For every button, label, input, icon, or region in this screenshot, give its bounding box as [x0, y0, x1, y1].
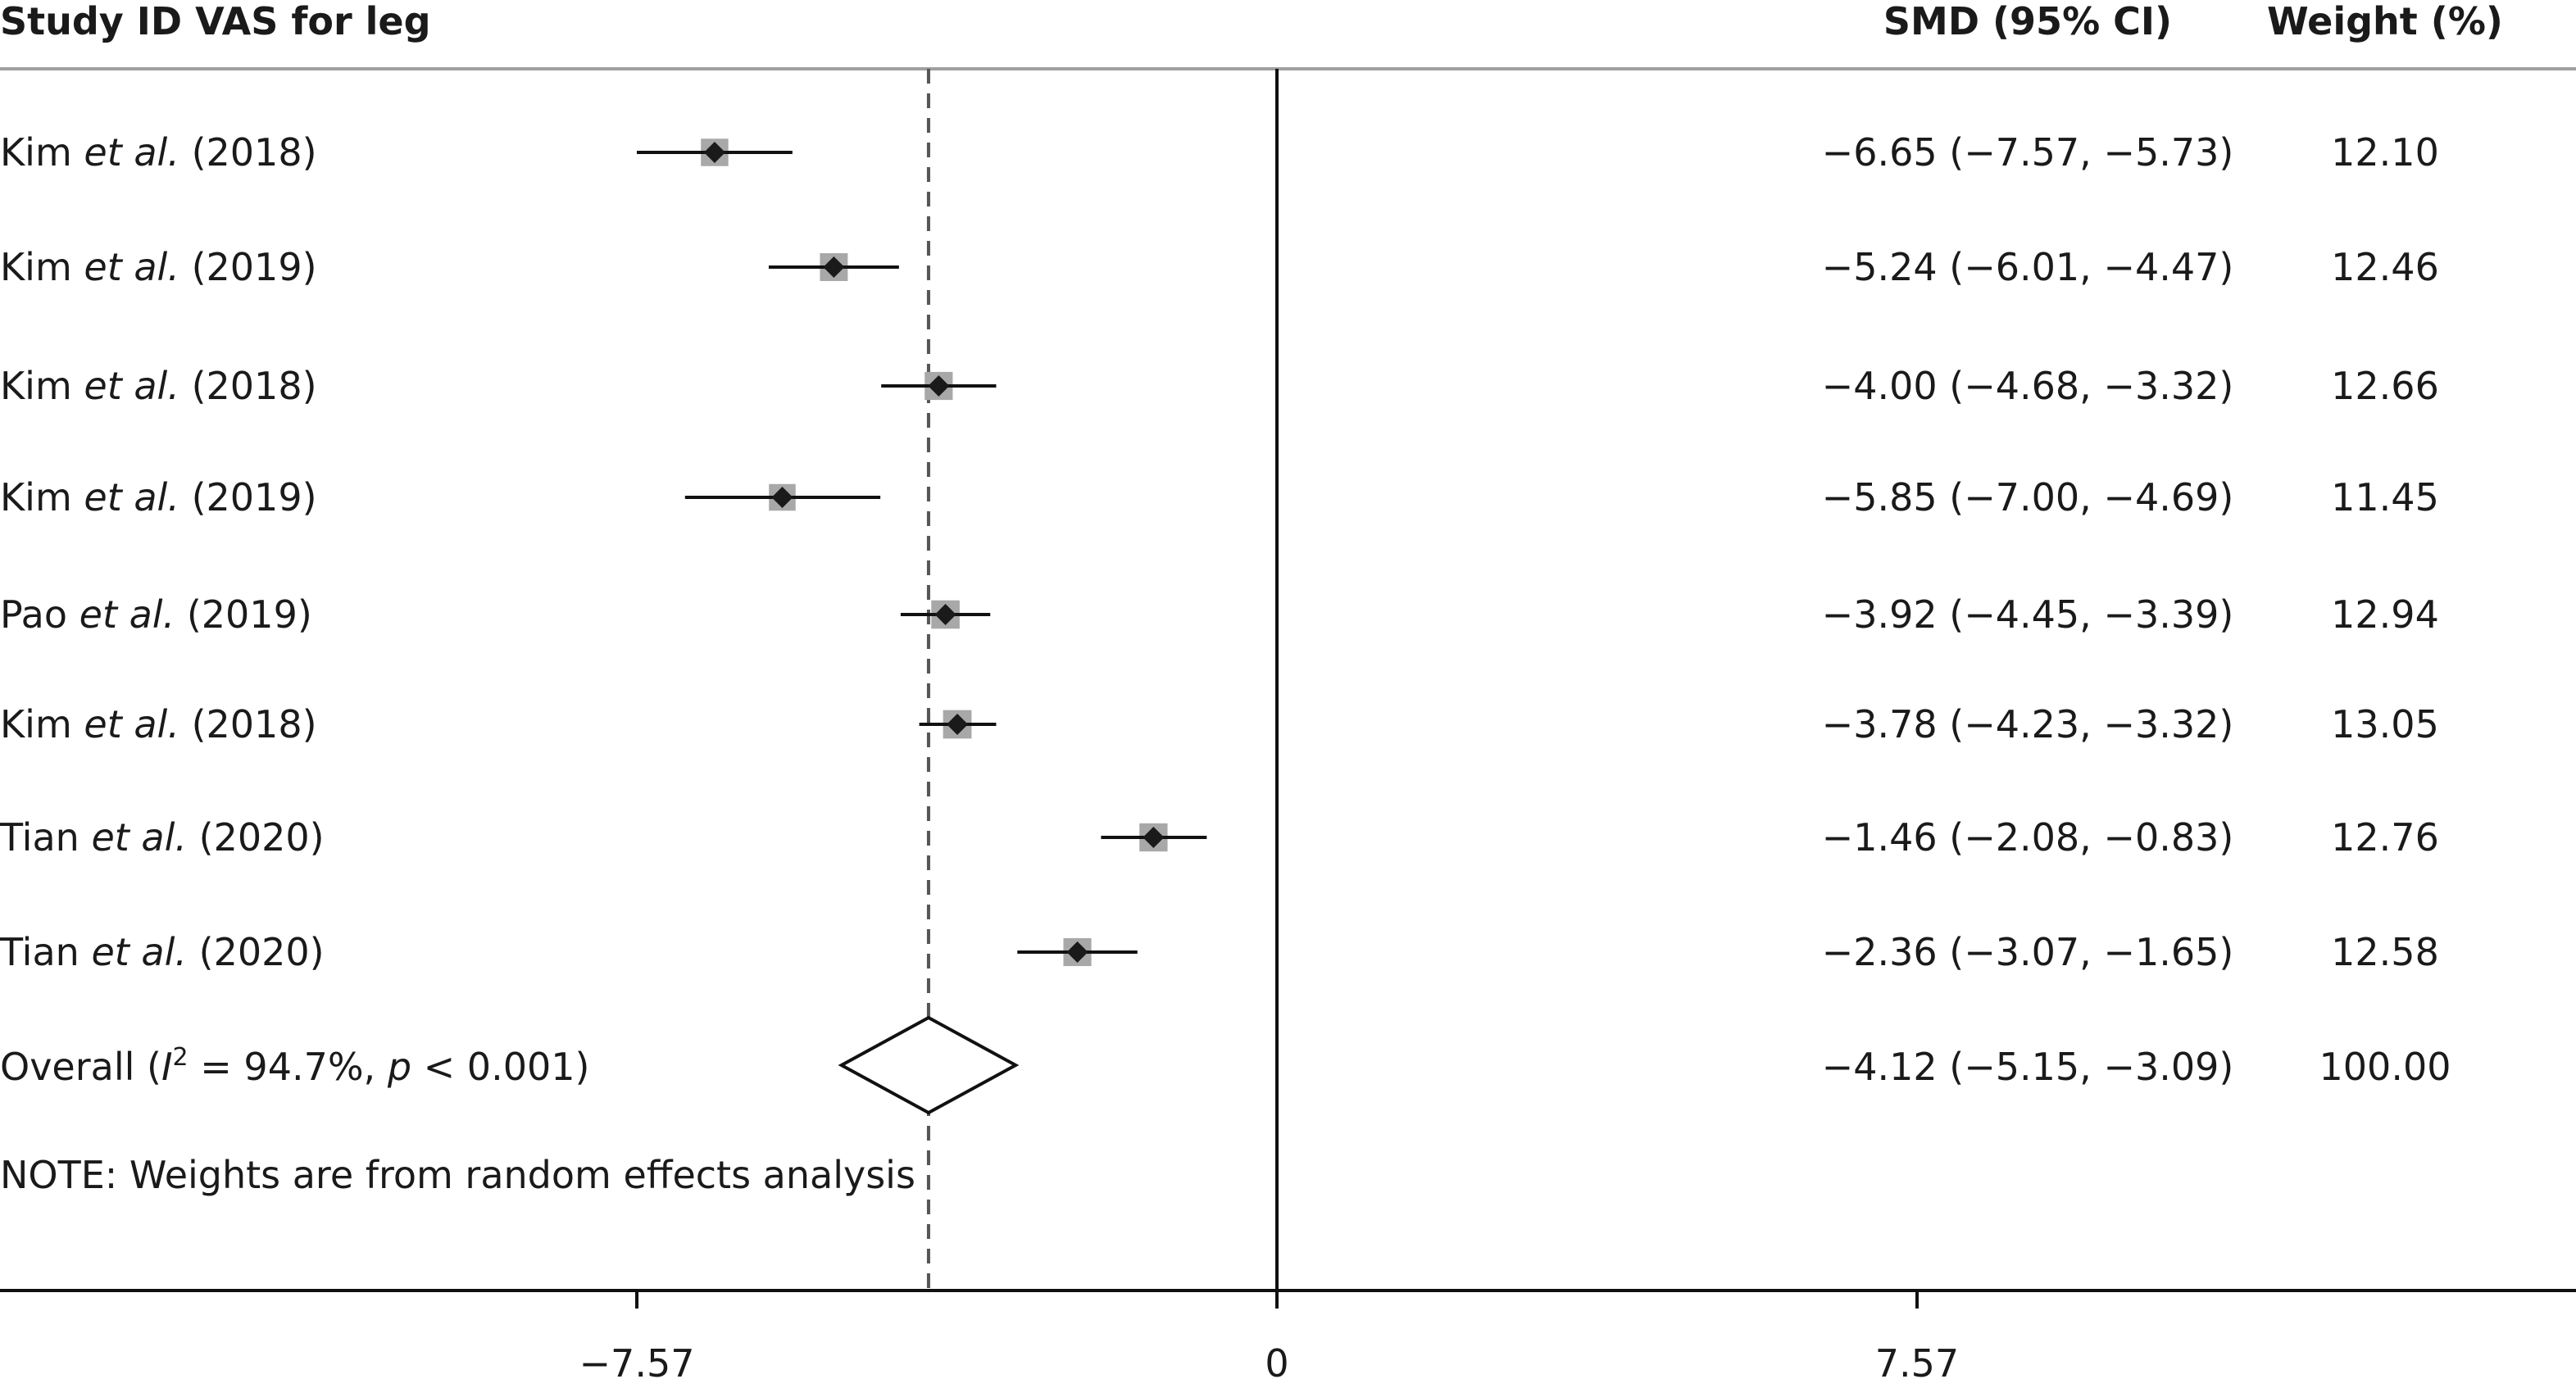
smd-ci-text: −2.36 (−3.07, −1.65)	[1822, 930, 2234, 974]
study-row: Kim et al. (2018) −6.65 (−7.57, −5.73) 12.…	[0, 130, 2439, 175]
overall-weight-text: 100.00	[2319, 1045, 2451, 1089]
overall-ci-text: −4.12 (−5.15, −3.09)	[1822, 1045, 2234, 1089]
weight-text: 12.76	[2331, 815, 2439, 860]
smd-ci-text: −3.78 (−4.23, −3.32)	[1822, 702, 2234, 746]
study-label: Kim et al. (2018)	[0, 364, 317, 408]
point-estimate	[1066, 941, 1088, 963]
x-tick-label: 7.57	[1875, 1341, 1959, 1379]
overall-label: Overall (I2 = 94.7%, p < 0.001)	[0, 1043, 589, 1089]
study-label: Tian et al. (2020)	[0, 930, 325, 974]
header-weight: Weight (%)	[2267, 0, 2503, 43]
study-row: Pao et al. (2019) −3.92 (−4.45, −3.39) 12.…	[0, 592, 2439, 637]
point-estimate	[947, 714, 969, 735]
study-label: Kim et al. (2018)	[0, 130, 317, 175]
header-smd: SMD (95% CI)	[1883, 0, 2172, 43]
x-axis-ticks: −7.57 0 7.57	[579, 1291, 1959, 1379]
weight-text: 12.10	[2331, 130, 2439, 175]
x-tick-label: −7.57	[579, 1341, 695, 1379]
study-row: Kim et al. (2018) −4.00 (−4.68, −3.32) 12.…	[0, 364, 2439, 408]
overall-row: Overall (I2 = 94.7%, p < 0.001) −4.12 (−…	[0, 1015, 2451, 1115]
weight-text: 12.46	[2331, 245, 2439, 289]
study-row: Tian et al. (2020) −2.36 (−3.07, −1.65) 12…	[0, 930, 2439, 974]
study-row: Kim et al. (2019) −5.24 (−6.01, −4.47) 12.…	[0, 245, 2439, 289]
weight-text: 12.58	[2331, 930, 2439, 974]
note-text: NOTE: Weights are from random effects an…	[0, 1153, 915, 1197]
smd-ci-text: −1.46 (−2.08, −0.83)	[1822, 815, 2234, 860]
point-estimate	[934, 604, 956, 625]
study-label: Kim et al. (2018)	[0, 702, 317, 746]
study-row: Kim et al. (2018) −3.78 (−4.23, −3.32) 13.…	[0, 702, 2439, 746]
smd-ci-text: −4.00 (−4.68, −3.32)	[1822, 364, 2234, 408]
study-label: Kim et al. (2019)	[0, 245, 317, 289]
study-row: Tian et al. (2020) −1.46 (−2.08, −0.83) 12…	[0, 815, 2439, 860]
weight-text: 12.94	[2331, 592, 2439, 637]
study-row: Kim et al. (2019) −5.85 (−7.00, −4.69) 11.…	[0, 475, 2439, 519]
weight-text: 11.45	[2331, 475, 2439, 519]
point-estimate	[823, 256, 845, 278]
x-tick-label: 0	[1265, 1341, 1288, 1379]
point-estimate	[771, 487, 793, 508]
weight-text: 12.66	[2331, 364, 2439, 408]
overall-diamond	[838, 1015, 1020, 1115]
weight-text: 13.05	[2331, 702, 2439, 746]
smd-ci-text: −3.92 (−4.45, −3.39)	[1822, 592, 2234, 637]
point-estimate	[703, 142, 725, 163]
smd-ci-text: −6.65 (−7.57, −5.73)	[1822, 130, 2234, 175]
point-estimate	[1143, 827, 1165, 848]
study-label: Tian et al. (2020)	[0, 815, 325, 860]
smd-ci-text: −5.85 (−7.00, −4.69)	[1822, 475, 2234, 519]
smd-ci-text: −5.24 (−6.01, −4.47)	[1822, 245, 2234, 289]
header-study: Study ID VAS for leg	[0, 0, 431, 43]
point-estimate	[928, 375, 950, 397]
study-label: Kim et al. (2019)	[0, 475, 317, 519]
study-rows: Kim et al. (2018) −6.65 (−7.57, −5.73) 12.…	[0, 130, 2439, 974]
study-label: Pao et al. (2019)	[0, 592, 312, 637]
